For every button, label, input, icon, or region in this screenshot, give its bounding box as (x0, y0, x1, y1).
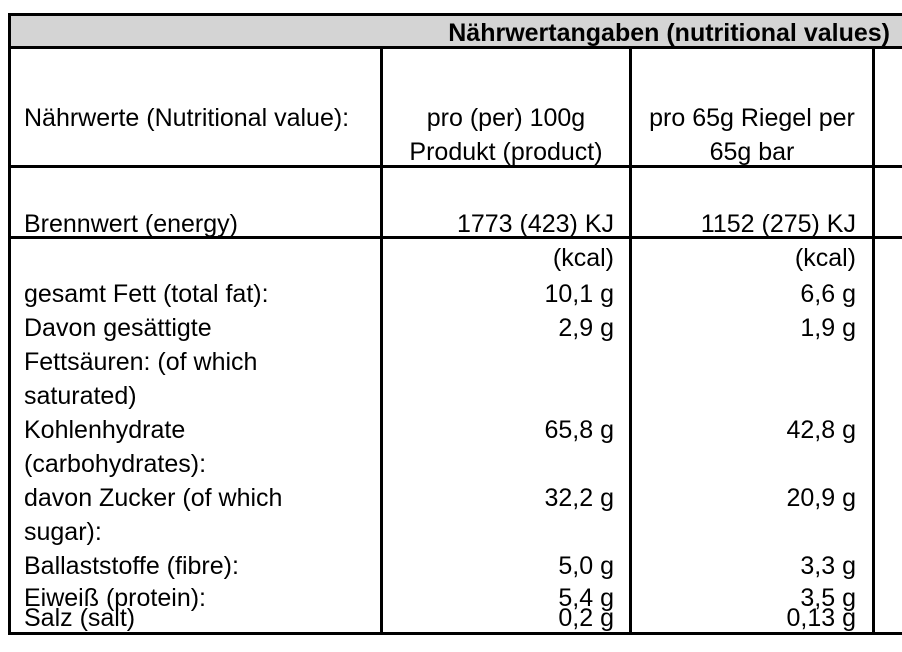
nutrient-per-100g: 5,4 g (558, 584, 614, 612)
table-title-bar: Nährwertangaben (nutritional values) (8, 13, 902, 49)
energy-per-100g: 1773 (423) KJ (kcal) (456, 210, 614, 272)
nutrient-per-65g: 42,8 g (786, 416, 856, 444)
nutrient-per-65g: 6,6 g (800, 280, 856, 308)
grid-line-col2 (380, 49, 383, 635)
nutrient-per-65g: 3,3 g (800, 552, 856, 580)
table-title: Nährwertangaben (nutritional values) (448, 19, 890, 47)
energy-label: Brennwert (energy) (24, 210, 238, 238)
nutrient-per-65g: 3,5 g (800, 584, 856, 612)
nutrient-label: Kohlenhydrate (carbohydrates): (24, 416, 207, 478)
nutrient-label: Ballaststoffe (fibre): (24, 552, 239, 580)
nutrient-per-65g: 20,9 g (786, 484, 856, 512)
nutrient-per-100g: 10,1 g (544, 280, 614, 308)
nutrient-label: gesamt Fett (total fat): (24, 280, 269, 308)
nutrient-label: davon Zucker (of which sugar): (24, 484, 283, 546)
nutrient-per-100g: 0,2 g (558, 604, 614, 632)
grid-line-energy-bottom (8, 236, 902, 239)
nutrient-per-100g: 2,9 g (558, 314, 614, 342)
energy-per-65g: 1152 (275) KJ (kcal) (700, 210, 856, 272)
grid-line-col3 (629, 49, 632, 635)
nutrient-label: Davon gesättigte Fettsäuren: (of which s… (24, 314, 258, 410)
header-per-100g: pro (per) 100g Produkt (product) (409, 104, 603, 166)
nutrient-label: Salz (salt) (24, 604, 136, 632)
table-grid: Nährwerte (Nutritional value): pro (per)… (8, 49, 902, 635)
nutrition-table: Nährwertangaben (nutritional values) Näh… (8, 13, 902, 635)
grid-line-table-bottom (8, 632, 902, 635)
grid-line-header-bottom (8, 165, 902, 168)
nutrient-per-100g: 65,8 g (544, 416, 614, 444)
nutrient-label: Eiweiß (protein): (24, 584, 206, 612)
grid-line-left (8, 49, 11, 635)
nutrient-per-65g: 1,9 g (800, 314, 856, 342)
header-per-65g: pro 65g Riegel per 65g bar (649, 104, 855, 166)
nutrient-per-65g: 0,13 g (786, 604, 856, 632)
nutrient-per-100g: 32,2 g (544, 484, 614, 512)
header-nutrient-label: Nährwerte (Nutritional value): (24, 104, 350, 132)
grid-line-col4 (872, 49, 875, 635)
nutrient-per-100g: 5,0 g (558, 552, 614, 580)
